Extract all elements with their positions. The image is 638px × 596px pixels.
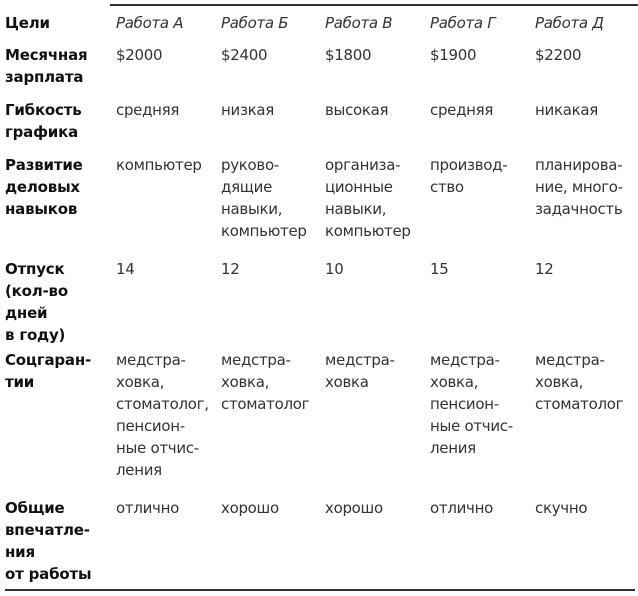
table-cell: медстра- ховка, пенсион- ные отчис- лени… (430, 351, 513, 457)
row-header: Гибкость графика (5, 101, 82, 141)
table-cell: средняя (430, 101, 494, 119)
table-cell: 12 (535, 260, 554, 278)
table-cell: хорошо (325, 499, 383, 517)
column-header: Работа Д (535, 14, 604, 32)
column-header: Работа Б (221, 14, 289, 32)
top-rule (110, 4, 638, 6)
row-header: Развитие деловых навыков (5, 156, 83, 218)
corner-header: Цели (5, 14, 50, 32)
table-cell: скучно (535, 499, 588, 517)
table-cell: медстра- ховка, стоматолог (221, 351, 310, 413)
row-header: Месячная зарплата (5, 46, 88, 86)
table-cell: медстра- ховка, стоматолог (535, 351, 624, 413)
column-header: Работа Г (430, 14, 496, 32)
row-header: Отпуск (кол-во дней в году) (5, 260, 68, 344)
table-cell: 14 (116, 260, 135, 278)
bottom-rule (5, 589, 635, 591)
table-cell: медстра- ховка, стоматолог, пенсион- ные… (116, 351, 209, 479)
row-header: Общие впечатле- ния от работы (5, 499, 92, 583)
table-cell: $2200 (535, 46, 582, 64)
table-cell: $2400 (221, 46, 268, 64)
table-cell: руково- дящие навыки, компьютер (221, 156, 307, 240)
table-cell: 15 (430, 260, 449, 278)
table-cell: 12 (221, 260, 240, 278)
table-cell: никакая (535, 101, 598, 119)
table-cell: низкая (221, 101, 275, 119)
table-cell: медстра- ховка (325, 351, 395, 391)
column-header: Работа А (116, 14, 184, 32)
table-cell: хорошо (221, 499, 279, 517)
column-header: Работа В (325, 14, 393, 32)
table-cell: 10 (325, 260, 344, 278)
table-cell: $2000 (116, 46, 163, 64)
table-cell: планирова- ние, много- задачность (535, 156, 623, 218)
table-cell: организа- ционные навыки, компьютер (325, 156, 411, 240)
table-cell: производ- ство (430, 156, 508, 196)
table-cell: отлично (430, 499, 493, 517)
table-cell: средняя (116, 101, 180, 119)
row-header: Соцгаран- тии (5, 351, 92, 391)
table-cell: $1800 (325, 46, 372, 64)
table-cell: компьютер (116, 156, 202, 174)
table-cell: $1900 (430, 46, 477, 64)
table-cell: высокая (325, 101, 389, 119)
table-cell: отлично (116, 499, 179, 517)
